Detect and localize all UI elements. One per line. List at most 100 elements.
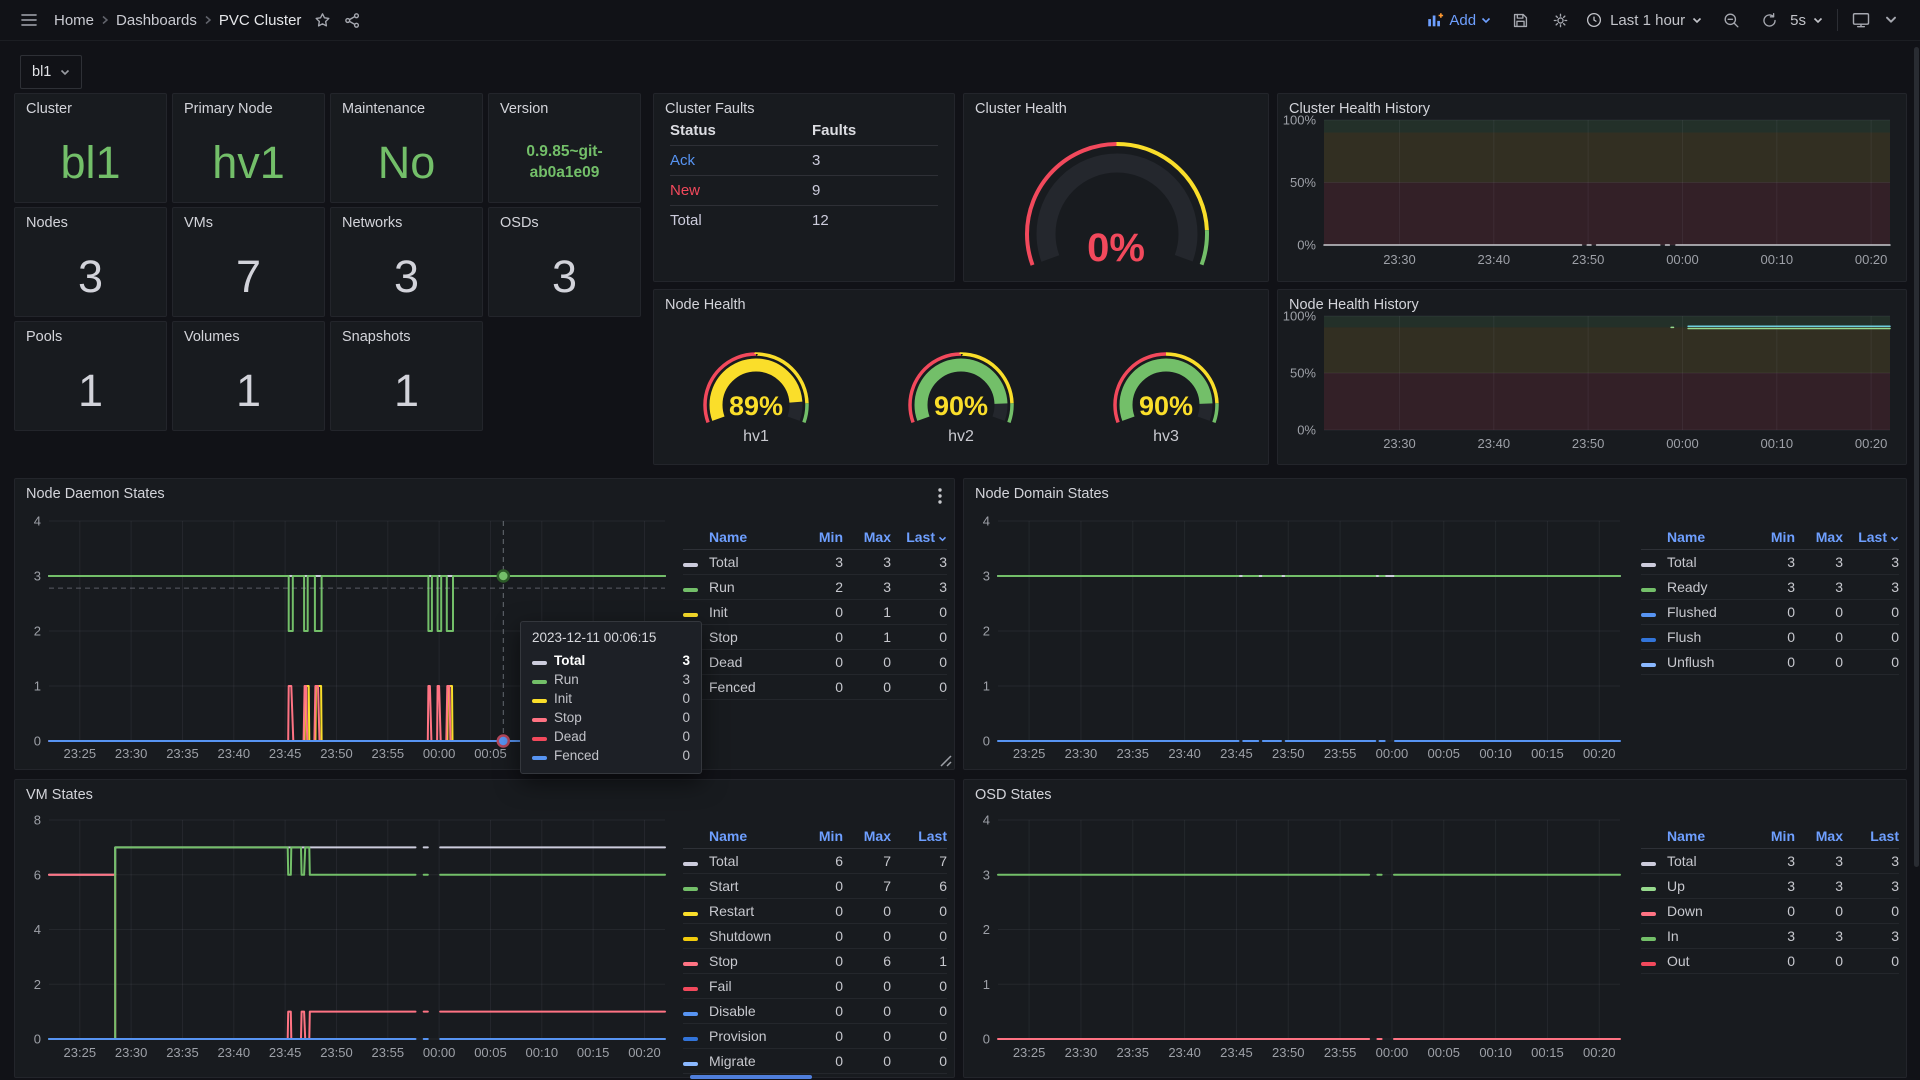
legend-row-up[interactable]: Up333 bbox=[1641, 874, 1899, 899]
add-panel-button[interactable]: Add bbox=[1426, 11, 1491, 29]
legend-col-max[interactable]: Max bbox=[843, 529, 891, 545]
x-axis-label: 23:30 bbox=[1383, 252, 1416, 267]
legend-col-min[interactable]: Min bbox=[801, 828, 843, 844]
legend-col-min[interactable]: Min bbox=[1753, 529, 1795, 545]
star-icon[interactable] bbox=[307, 5, 337, 35]
legend-row-start[interactable]: Start076 bbox=[683, 874, 947, 899]
legend-last: 0 bbox=[891, 978, 947, 994]
stat-panel-maintenance-title[interactable]: Maintenance bbox=[342, 101, 425, 117]
faults-row-ack: Ack3 bbox=[670, 146, 938, 176]
toolbar-chevron-down-icon[interactable] bbox=[1876, 5, 1906, 35]
legend-row-total[interactable]: Total333 bbox=[1641, 550, 1899, 575]
legend-last: 0 bbox=[891, 1003, 947, 1019]
faults-col-faults[interactable]: Faults bbox=[812, 122, 938, 139]
stat-panel-networks-title[interactable]: Networks bbox=[342, 215, 402, 231]
legend-row-migrate[interactable]: Migrate000 bbox=[683, 1049, 947, 1074]
series-stop bbox=[314, 686, 319, 741]
share-icon[interactable] bbox=[337, 5, 367, 35]
legend-last: 1 bbox=[891, 953, 947, 969]
refresh-interval-picker[interactable]: 5s bbox=[1790, 12, 1823, 29]
legend-col-last[interactable]: Last bbox=[1843, 529, 1899, 545]
refresh-icon[interactable] bbox=[1754, 5, 1784, 35]
y-axis-label: 0 bbox=[34, 734, 41, 749]
zoom-out-icon[interactable] bbox=[1716, 5, 1746, 35]
tv-mode-icon[interactable] bbox=[1846, 5, 1876, 35]
x-axis-label: 23:40 bbox=[1168, 746, 1201, 761]
stat-panel-nodes-title[interactable]: Nodes bbox=[26, 215, 68, 231]
stat-panel-volumes-title[interactable]: Volumes bbox=[184, 329, 240, 345]
stat-panel-maintenance: Maintenance No bbox=[330, 93, 483, 203]
breadcrumb-dashboards[interactable]: Dashboards bbox=[116, 12, 197, 29]
stat-panel-osds-title[interactable]: OSDs bbox=[500, 215, 539, 231]
legend-row-in[interactable]: In333 bbox=[1641, 924, 1899, 949]
hamburger-menu-icon[interactable] bbox=[14, 5, 44, 35]
legend-row-down[interactable]: Down000 bbox=[1641, 899, 1899, 924]
panel-menu-kebab-icon[interactable] bbox=[932, 487, 948, 507]
legend-row-init[interactable]: Init010 bbox=[683, 600, 947, 625]
scrollbar-horizontal-thumb[interactable] bbox=[690, 1075, 812, 1079]
legend-col-max[interactable]: Max bbox=[1795, 828, 1843, 844]
legend-chip-cell bbox=[1641, 903, 1667, 919]
legend-row-stop[interactable]: Stop010 bbox=[683, 625, 947, 650]
stat-panel-cluster-title[interactable]: Cluster bbox=[26, 101, 72, 117]
scrollbar-vertical-thumb[interactable] bbox=[1914, 47, 1919, 867]
series-color-chip bbox=[683, 937, 698, 941]
legend-col-max[interactable]: Max bbox=[1795, 529, 1843, 545]
legend-row-disable[interactable]: Disable000 bbox=[683, 999, 947, 1024]
legend-col-name[interactable]: Name bbox=[1667, 529, 1753, 545]
legend-chip-cell bbox=[1641, 654, 1667, 670]
tooltip-chip-cell bbox=[532, 653, 554, 668]
x-axis-label: 23:40 bbox=[218, 1045, 251, 1060]
stat-value-maintenance: No bbox=[331, 132, 482, 194]
tooltip-name: Stop bbox=[554, 710, 682, 725]
faults-col-status[interactable]: Status bbox=[670, 122, 812, 139]
legend-row-dead[interactable]: Dead000 bbox=[683, 650, 947, 675]
legend-min: 0 bbox=[1753, 654, 1795, 670]
legend-col-min[interactable]: Min bbox=[1753, 828, 1795, 844]
legend-col-name[interactable]: Name bbox=[709, 529, 801, 545]
legend-max: 0 bbox=[1795, 953, 1843, 969]
tooltip-row-dead: Dead0 bbox=[532, 727, 690, 746]
stat-panel-vms-title[interactable]: VMs bbox=[184, 215, 213, 231]
save-dashboard-icon[interactable] bbox=[1505, 5, 1535, 35]
legend-col-last[interactable]: Last bbox=[891, 828, 947, 844]
legend-min: 0 bbox=[801, 903, 843, 919]
time-range-picker[interactable]: Last 1 hour bbox=[1585, 11, 1702, 29]
legend-row-total[interactable]: Total333 bbox=[683, 550, 947, 575]
legend-row-shutdown[interactable]: Shutdown000 bbox=[683, 924, 947, 949]
legend-chip-cell bbox=[683, 953, 709, 969]
legend-row-total[interactable]: Total677 bbox=[683, 849, 947, 874]
legend-row-out[interactable]: Out000 bbox=[1641, 949, 1899, 974]
panel-resize-handle[interactable] bbox=[939, 754, 953, 768]
cluster-faults-panel-title[interactable]: Cluster Faults bbox=[665, 101, 754, 117]
stat-panel-pools-title[interactable]: Pools bbox=[26, 329, 62, 345]
legend-row-stop[interactable]: Stop061 bbox=[683, 949, 947, 974]
stat-panel-version: Version0.9.85~git-ab0a1e09 bbox=[488, 93, 641, 203]
legend-name: Total bbox=[709, 853, 801, 869]
legend-row-ready[interactable]: Ready333 bbox=[1641, 575, 1899, 600]
stat-panel-primary-node-title[interactable]: Primary Node bbox=[184, 101, 273, 117]
legend-col-last[interactable]: Last bbox=[1843, 828, 1899, 844]
legend-row-flush[interactable]: Flush000 bbox=[1641, 625, 1899, 650]
legend-col-name[interactable]: Name bbox=[709, 828, 801, 844]
stat-panel-version-title[interactable]: Version bbox=[500, 101, 548, 117]
stat-panel-nodes: Nodes3 bbox=[14, 207, 167, 317]
legend-row-fail[interactable]: Fail000 bbox=[683, 974, 947, 999]
tooltip-name: Run bbox=[554, 672, 682, 687]
legend-col-min[interactable]: Min bbox=[801, 529, 843, 545]
legend-col-name[interactable]: Name bbox=[1667, 828, 1753, 844]
stat-panel-snapshots-title[interactable]: Snapshots bbox=[342, 329, 411, 345]
legend-row-fenced[interactable]: Fenced000 bbox=[683, 675, 947, 700]
tooltip-row-run: Run3 bbox=[532, 670, 690, 689]
legend-col-max[interactable]: Max bbox=[843, 828, 891, 844]
dashboard-settings-gear-icon[interactable] bbox=[1545, 5, 1575, 35]
legend-col-last[interactable]: Last bbox=[891, 529, 947, 545]
legend-row-total[interactable]: Total333 bbox=[1641, 849, 1899, 874]
breadcrumb-home[interactable]: Home bbox=[54, 12, 94, 29]
tooltip-row-stop: Stop0 bbox=[532, 708, 690, 727]
legend-row-restart[interactable]: Restart000 bbox=[683, 899, 947, 924]
legend-row-unflush[interactable]: Unflush000 bbox=[1641, 650, 1899, 675]
legend-row-run[interactable]: Run233 bbox=[683, 575, 947, 600]
legend-row-provision[interactable]: Provision000 bbox=[683, 1024, 947, 1049]
legend-row-flushed[interactable]: Flushed000 bbox=[1641, 600, 1899, 625]
